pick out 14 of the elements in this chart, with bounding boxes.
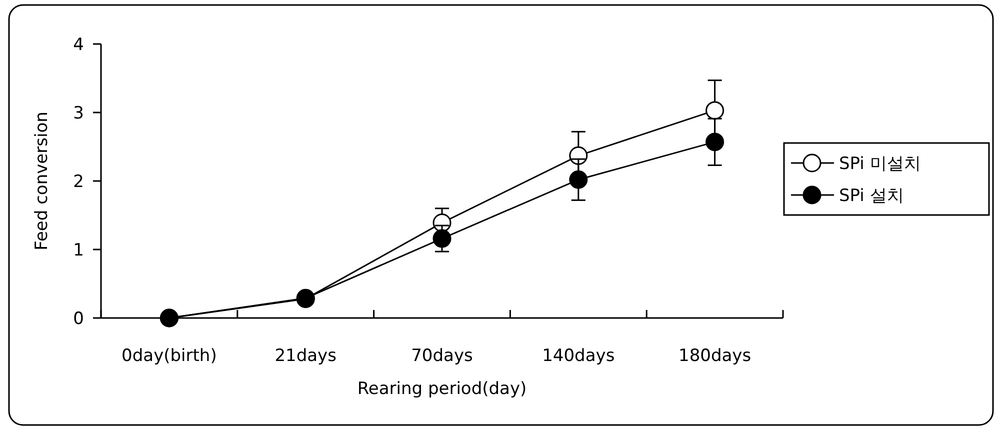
y-tick-label: 3 — [73, 103, 84, 124]
legend-label: SPi 미설치 — [839, 154, 921, 174]
x-tick-label: 180days — [678, 346, 752, 366]
y-tick-label: 4 — [73, 34, 84, 55]
x-tick-label: 21days — [274, 346, 337, 366]
y-tick-label: 1 — [73, 240, 84, 260]
y-tick-label: 2 — [73, 172, 84, 192]
x-tick-label: 140days — [542, 346, 615, 366]
y-axis-title: Feed conversion — [32, 112, 52, 250]
legend-label: SPi 설치 — [839, 186, 904, 206]
y-tick-label: 0 — [73, 308, 84, 329]
x-tick-label: 0day(birth) — [122, 346, 217, 366]
x-axis-title: Rearing period(day) — [357, 379, 527, 399]
x-tick-label: 70days — [411, 346, 474, 366]
